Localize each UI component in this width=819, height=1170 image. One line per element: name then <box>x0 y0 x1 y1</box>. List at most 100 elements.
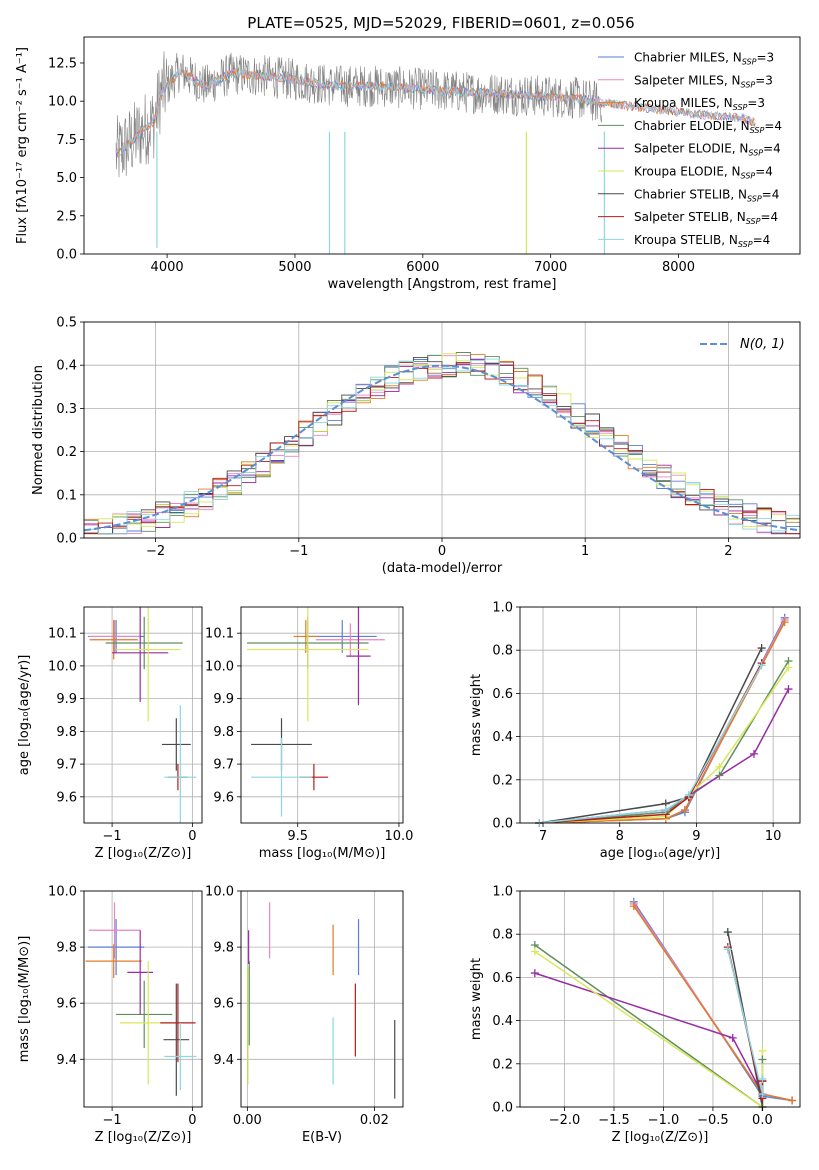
observed-spectrum <box>115 51 603 178</box>
y-axis-label: mass weight <box>469 674 484 756</box>
y-tick-label: 9.6 <box>213 997 234 1012</box>
x-tick-label: 0.00 <box>233 1113 262 1128</box>
chart-age_vs_z: −1 0 9.6 9.7 9.8 9.9 10.0 10.1 Z [log₁₀(Z/Z⊙)] ag… <box>17 606 203 861</box>
x-tick-label: 0 <box>188 829 196 844</box>
weight-line-2 <box>539 621 786 823</box>
weight-marker <box>780 618 789 627</box>
axes-frame <box>240 606 404 824</box>
weight-line-5 <box>539 667 790 823</box>
plot-area <box>247 607 385 817</box>
y-tick-label: 0.4 <box>492 730 513 745</box>
figure-title: PLATE=0525, MJD=52029, FIBERID=0601, z=0… <box>247 14 634 32</box>
y-tick-label: 12.5 <box>48 56 77 71</box>
weight-marker <box>661 806 670 815</box>
legend-label: Salpeter MILES, NSSP=3 <box>634 73 773 89</box>
axes-frame <box>83 890 203 1108</box>
weight-marker <box>723 928 732 937</box>
x-tick-label: 8 <box>616 829 624 844</box>
y-tick-label: 10.1 <box>205 627 234 642</box>
y-tick-label: 9.8 <box>213 941 234 956</box>
y-tick-label: 0.1 <box>56 488 77 503</box>
x-tick-label: 0 <box>438 544 446 559</box>
y-tick-label: 1.0 <box>492 885 513 900</box>
weight-line-3 <box>534 944 764 1107</box>
weight-marker <box>784 663 793 672</box>
legend-label: Chabrier ELODIE, NSSP=4 <box>634 119 782 135</box>
weight-marker <box>728 1033 737 1042</box>
y-tick-label: 0.5 <box>56 316 77 331</box>
y-tick-label: 10.1 <box>48 627 77 642</box>
legend-label: Salpeter STELIB, NSSP=4 <box>634 210 778 226</box>
x-tick-label: 0 <box>188 1113 196 1128</box>
weight-marker <box>530 947 539 956</box>
x-axis-label: Z [log₁₀(Z/Z⊙)] <box>612 1130 709 1145</box>
x-tick-label: 7000 <box>534 260 567 275</box>
y-tick-label: 9.4 <box>213 1053 234 1068</box>
axes-frame <box>83 606 203 824</box>
legend-label: Kroupa MILES, NSSP=3 <box>634 96 765 112</box>
y-tick-label: 10.0 <box>48 885 77 900</box>
y-tick-label: 0.8 <box>492 928 513 943</box>
weight-marker <box>784 685 793 694</box>
y-tick-label: 0.4 <box>492 1014 513 1029</box>
x-tick-label: −1 <box>103 1113 122 1128</box>
y-tick-label: 0.3 <box>56 402 77 417</box>
x-axis-label: (data-model)/error <box>382 561 503 576</box>
x-tick-label: 5000 <box>278 260 311 275</box>
weight-line-7 <box>539 662 763 823</box>
weight-marker <box>749 749 758 758</box>
legend-label: Salpeter ELODIE, NSSP=4 <box>634 142 781 158</box>
y-tick-label: 9.8 <box>213 725 234 740</box>
y-tick-label: 9.9 <box>56 692 77 707</box>
x-axis-label: Z [log₁₀(Z/Z⊙)] <box>95 846 192 861</box>
x-tick-label: 7 <box>539 829 547 844</box>
y-tick-label: 0.8 <box>492 644 513 659</box>
weight-marker <box>788 1096 797 1105</box>
x-tick-label: 9.5 <box>287 829 308 844</box>
y-tick-label: 2.5 <box>56 209 77 224</box>
axes-frame <box>519 890 801 1108</box>
x-tick-label: 10 <box>765 829 782 844</box>
legend-label: Kroupa STELIB, NSSP=4 <box>634 233 770 249</box>
legend-label: Kroupa ELODIE, NSSP=4 <box>634 165 773 181</box>
y-tick-label: 9.6 <box>56 790 77 805</box>
chart-spectrum: 4000 5000 6000 7000 8000 0.0 2.5 5.0 7.5 10.0 12.5… <box>15 36 801 292</box>
y-axis-label: mass weight <box>469 958 484 1040</box>
x-tick-label: 0.02 <box>360 1113 389 1128</box>
weight-marker <box>757 661 766 670</box>
chart-mass_vs_z: −1 0 9.4 9.6 9.8 10.0 Z [log₁₀(Z/Z⊙)] mass [log… <box>17 885 203 1145</box>
y-tick-label: 0.0 <box>492 817 513 832</box>
legend-label: Chabrier STELIB, NSSP=4 <box>634 187 779 203</box>
y-tick-label: 7.5 <box>56 133 77 148</box>
weight-line-5 <box>534 950 764 1107</box>
x-tick-label: 8000 <box>662 260 695 275</box>
weight-marker <box>758 1046 767 1055</box>
weight-marker <box>715 762 724 771</box>
y-tick-label: 0.2 <box>492 1057 513 1072</box>
x-axis-label: mass [log₁₀(M/M⊙)] <box>259 846 386 861</box>
legend-label: Chabrier MILES, NSSP=3 <box>634 51 774 67</box>
model-spectrum-8 <box>115 68 756 157</box>
chart-age_vs_mass: 9.5 10.0 9.6 9.7 9.8 9.9 10.0 10.1 mass [log₁₀(M… <box>205 606 413 861</box>
x-tick-label: −0.5 <box>697 1113 729 1128</box>
y-tick-label: 1.0 <box>492 601 513 616</box>
plot-area <box>247 902 396 1099</box>
weight-marker <box>758 1090 767 1099</box>
weight-marker <box>723 945 732 954</box>
y-tick-label: 10.0 <box>48 95 77 110</box>
y-tick-label: 9.8 <box>56 725 77 740</box>
x-axis-label: wavelength [Angstrom, rest frame] <box>328 277 557 292</box>
x-tick-label: −1.0 <box>648 1113 680 1128</box>
weight-line-4 <box>534 972 764 1095</box>
y-tick-label: 0.0 <box>492 1101 513 1116</box>
y-axis-label: Normed distribution <box>31 365 46 495</box>
y-tick-label: 10.0 <box>205 885 234 900</box>
y-tick-label: 9.6 <box>56 997 77 1012</box>
x-tick-label: 1 <box>581 544 589 559</box>
weight-marker <box>715 771 724 780</box>
y-axis-label: age [log₁₀(age/yr)] <box>17 655 32 776</box>
y-tick-label: 0.4 <box>56 359 77 374</box>
y-tick-label: 5.0 <box>56 171 77 186</box>
y-tick-label: 0.6 <box>492 971 513 986</box>
y-tick-label: 0.0 <box>56 248 77 263</box>
